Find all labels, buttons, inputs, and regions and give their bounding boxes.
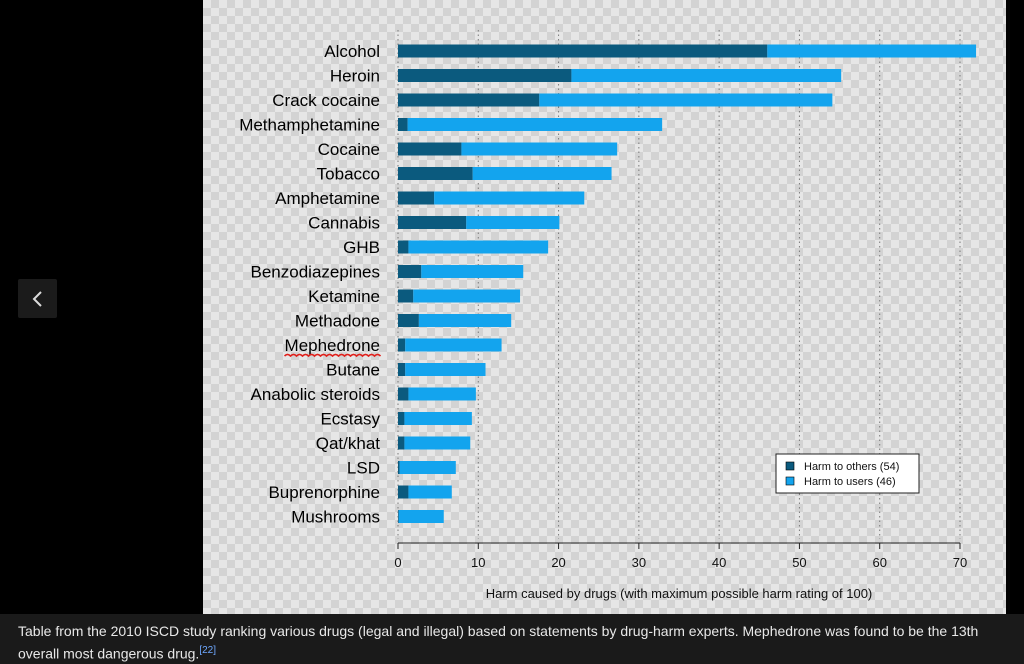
category-label: Amphetamine — [275, 189, 380, 208]
bar-segment — [398, 436, 405, 450]
bar-segment — [466, 216, 560, 229]
bar-segment — [418, 314, 512, 327]
bar-segment — [398, 387, 409, 401]
x-tick-label: 60 — [872, 555, 886, 570]
category-label: Qat/khat — [316, 434, 381, 453]
category-label: Mushrooms — [291, 508, 380, 527]
category-label: Cocaine — [318, 140, 380, 159]
bar-segment — [398, 191, 435, 205]
category-label: Tobacco — [317, 165, 380, 184]
bar-segment — [398, 510, 399, 523]
bar-segment — [413, 289, 521, 303]
chevron-left-icon — [32, 290, 42, 307]
bar-segment — [398, 265, 422, 278]
x-tick-label: 50 — [792, 555, 806, 570]
legend-swatch — [785, 476, 795, 486]
bar-segment — [434, 191, 585, 205]
bar-segment — [404, 412, 472, 425]
bar-segment — [398, 142, 462, 156]
bar-segment — [398, 314, 419, 327]
bar-segment — [408, 387, 476, 401]
bar-segment — [398, 167, 473, 180]
x-tick-label: 20 — [551, 555, 565, 570]
bar-segment — [398, 338, 406, 352]
image-panel: Alcohol Heroin Crack cocaine Methamphetamin… — [203, 0, 1006, 614]
bar-segment — [407, 118, 663, 131]
caption-text: Table from the 2010 ISCD study ranking v… — [18, 623, 979, 662]
bar-segment — [404, 436, 471, 450]
bar-segment — [408, 485, 452, 499]
category-label: Ketamine — [308, 287, 380, 306]
bar-segment — [767, 44, 977, 58]
category-label: GHB — [343, 238, 380, 257]
bar-segment — [539, 93, 833, 107]
bar-segment — [398, 216, 467, 229]
x-tick-label: 10 — [471, 555, 485, 570]
bar-segment — [398, 118, 408, 131]
bar-segment — [571, 69, 842, 82]
category-label: Methamphetamine — [239, 116, 380, 135]
bar-segment — [399, 461, 456, 474]
legend-label: Harm to users (46) — [804, 476, 896, 488]
category-label: Methadone — [295, 312, 380, 331]
red-underline-annotation — [283, 353, 382, 358]
category-label: LSD — [347, 459, 380, 478]
caption-reference-link[interactable]: [22] — [199, 645, 217, 656]
bar-segment — [398, 363, 406, 376]
bar-segment — [398, 44, 768, 58]
bar-segment — [405, 338, 502, 352]
x-tick-label: 40 — [712, 555, 726, 570]
bar-segment — [398, 461, 400, 474]
x-tick-label: 30 — [632, 555, 646, 570]
x-axis-title: Harm caused by drugs (with maximum possi… — [486, 586, 873, 601]
category-label: Ecstasy — [320, 410, 380, 429]
category-label: Buprenorphine — [268, 483, 380, 502]
bar-segment — [398, 510, 444, 523]
category-label: Heroin — [330, 67, 380, 86]
image-caption: Table from the 2010 ISCD study ranking v… — [18, 622, 1008, 664]
bar-segment — [398, 240, 409, 254]
x-tick-label: 0 — [394, 555, 401, 570]
harm-bar-chart: Alcohol Heroin Crack cocaine Methamphetamin… — [239, 30, 977, 601]
bar-segment — [398, 289, 414, 303]
bar-segment — [461, 142, 618, 156]
caption-bar: Table from the 2010 ISCD study ranking v… — [0, 614, 1024, 664]
x-tick-label: 70 — [953, 555, 967, 570]
legend-box — [775, 453, 920, 494]
bar-segment — [405, 363, 486, 376]
legend-label: Harm to others (54) — [804, 461, 899, 473]
category-label: Benzodiazepines — [251, 263, 380, 282]
bar-segment — [398, 93, 540, 107]
category-label: Anabolic steroids — [251, 385, 380, 404]
bar-segment — [421, 265, 524, 278]
category-label: Cannabis — [308, 214, 380, 233]
category-label: Crack cocaine — [272, 91, 380, 110]
category-label: Mephedrone — [285, 336, 380, 355]
category-label: Alcohol — [324, 42, 380, 61]
previous-image-button[interactable] — [18, 279, 57, 318]
bar-segment — [398, 412, 405, 425]
bar-segment — [398, 69, 572, 82]
bar-segment — [398, 485, 409, 499]
category-label: Butane — [326, 361, 380, 380]
bar-segment — [408, 240, 549, 254]
bar-segment — [472, 167, 612, 180]
legend-swatch — [785, 461, 795, 471]
